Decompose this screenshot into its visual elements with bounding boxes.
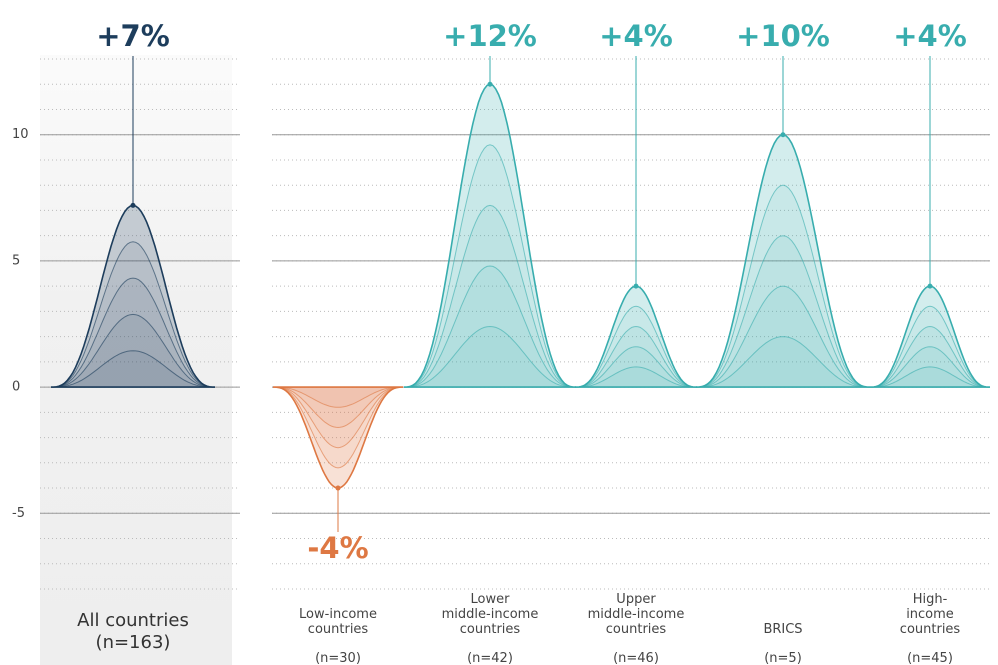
category-label: All countries: [77, 610, 189, 631]
sample-size: (n=163): [95, 632, 171, 653]
bell-contour: [696, 336, 870, 388]
bell-contour: [404, 325, 576, 388]
category-label: Upper middle-income countries: [587, 592, 685, 637]
y-tick-label: 5: [12, 253, 20, 268]
bell-contour: [51, 350, 215, 388]
value-label: +4%: [599, 19, 673, 53]
value-label: +7%: [96, 19, 170, 53]
value-label: -4%: [307, 531, 368, 565]
category-label: Low-income countries: [299, 607, 377, 637]
bell-contour: [870, 366, 990, 388]
category-label: Lower middle-income countries: [441, 592, 539, 637]
bell-contour: [575, 366, 697, 388]
peak-point: [335, 485, 341, 491]
bell-contour: [273, 386, 403, 408]
peak-point: [487, 81, 493, 87]
value-label: +12%: [443, 19, 537, 53]
sample-size: (n=42): [467, 651, 513, 665]
peak-point: [633, 283, 639, 289]
sample-size: (n=45): [907, 651, 953, 665]
category-label: High-income countries: [899, 592, 961, 637]
value-label: +10%: [736, 19, 830, 53]
sample-size: (n=46): [613, 651, 659, 665]
sample-size: (n=5): [764, 651, 802, 665]
peak-point: [927, 283, 933, 289]
peak-point: [130, 202, 136, 208]
y-tick-label: 0: [12, 380, 20, 395]
y-tick-label: -5: [12, 506, 25, 521]
y-tick-label: 10: [12, 127, 29, 142]
sample-size: (n=30): [315, 651, 361, 665]
peak-point: [780, 132, 786, 138]
value-label: +4%: [893, 19, 967, 53]
category-label: BRICS: [763, 622, 803, 637]
